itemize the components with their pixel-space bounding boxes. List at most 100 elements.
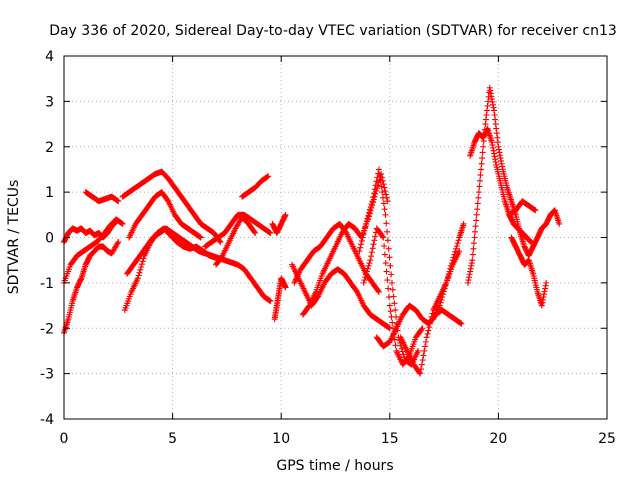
data-point (375, 288, 382, 295)
data-point (368, 253, 375, 260)
series-arc-o (291, 220, 382, 295)
data-point (441, 285, 448, 292)
data-point (365, 262, 372, 269)
data-point (420, 352, 427, 359)
data-point (361, 227, 368, 234)
data-point (475, 194, 482, 201)
data-series (61, 84, 563, 377)
data-point (379, 189, 386, 196)
data-point (365, 212, 372, 219)
series-arc-y (506, 198, 539, 218)
data-point (472, 228, 479, 235)
series-arc-r (360, 225, 426, 368)
data-point (422, 338, 429, 345)
data-point (532, 207, 539, 214)
data-point (266, 229, 273, 236)
data-point (119, 220, 126, 227)
data-point (453, 243, 460, 250)
data-point (386, 302, 393, 309)
data-point (478, 160, 485, 167)
data-point (384, 237, 391, 244)
data-point (418, 326, 425, 333)
data-point (399, 348, 406, 355)
data-point (136, 269, 143, 276)
series-arc-j (213, 214, 259, 268)
data-point (380, 234, 387, 241)
data-point (138, 261, 145, 268)
data-point (361, 277, 368, 284)
data-point (385, 294, 392, 301)
data-point (369, 245, 376, 252)
data-point (251, 228, 258, 235)
data-point (475, 189, 482, 196)
data-point (358, 241, 365, 248)
data-point (422, 343, 429, 350)
x-tick-label: 20 (489, 431, 507, 447)
y-tick-label: 1 (45, 185, 54, 201)
data-point (416, 369, 423, 376)
data-point (380, 200, 387, 207)
series-arc-h (126, 189, 204, 241)
data-point (368, 249, 375, 256)
data-point (446, 268, 453, 275)
data-point (366, 260, 373, 267)
data-point (452, 248, 459, 255)
data-point (527, 239, 534, 246)
data-point (139, 258, 146, 265)
data-point (134, 275, 141, 282)
x-tick-label: 15 (381, 431, 399, 447)
data-point (369, 198, 376, 205)
data-point (385, 245, 392, 252)
data-point (376, 172, 383, 179)
series-arc-e (119, 168, 224, 246)
data-point (135, 272, 142, 279)
data-point (140, 255, 147, 262)
data-point (115, 198, 122, 205)
data-point (267, 229, 274, 236)
data-point (456, 248, 463, 255)
data-point (398, 345, 405, 352)
x-tick-label: 5 (168, 431, 177, 447)
data-point (389, 286, 396, 293)
data-point (444, 277, 451, 284)
data-point (448, 260, 455, 267)
series-arc-l (269, 211, 289, 236)
data-point (359, 234, 366, 241)
data-point (426, 320, 433, 327)
data-point (419, 357, 426, 364)
data-point (436, 302, 443, 309)
data-point (386, 254, 393, 261)
series-arc-s (373, 302, 465, 350)
data-point (366, 209, 373, 216)
data-point (439, 294, 446, 301)
data-point (384, 198, 391, 205)
data-point (266, 297, 273, 304)
data-point (477, 172, 484, 179)
data-point (419, 325, 426, 332)
data-point (114, 240, 121, 247)
data-point (384, 228, 391, 235)
y-axis-label: SDTVAR / TECUs (6, 180, 22, 295)
data-point (470, 240, 477, 247)
data-point (391, 300, 398, 307)
data-point (473, 211, 480, 218)
data-point (424, 330, 431, 337)
data-point (425, 327, 432, 334)
series-arc-q (356, 166, 422, 368)
data-point (379, 233, 386, 240)
data-point (387, 308, 394, 315)
data-point (372, 182, 379, 189)
data-point (474, 200, 481, 207)
data-point (382, 260, 389, 267)
data-point (384, 277, 391, 284)
data-point (447, 265, 454, 272)
data-point (367, 257, 374, 264)
data-point (543, 279, 550, 286)
data-point (472, 223, 479, 230)
data-point (448, 262, 455, 269)
series-arc-c (61, 216, 126, 286)
data-point (445, 271, 452, 278)
y-tick-label: 3 (45, 94, 54, 110)
data-point (360, 231, 367, 238)
data-point (388, 279, 395, 286)
